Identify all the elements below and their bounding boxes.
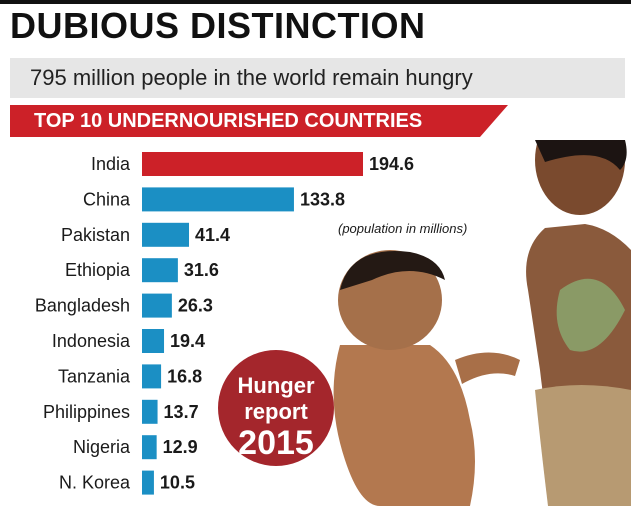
older-child-shorts	[535, 385, 631, 506]
bar	[142, 470, 154, 495]
category-label: Philippines	[43, 402, 130, 422]
children-photo-illustration	[333, 140, 631, 506]
value-label: 16.8	[167, 366, 202, 386]
younger-child-body	[333, 345, 475, 506]
value-label: 31.6	[184, 260, 219, 280]
bar	[142, 222, 190, 247]
category-label: Pakistan	[61, 225, 130, 245]
category-label: Nigeria	[73, 437, 131, 457]
badge-line-2: report	[244, 399, 308, 424]
younger-child-arm	[455, 352, 520, 384]
category-label: Tanzania	[58, 366, 131, 386]
value-label: 19.4	[170, 331, 205, 351]
bar	[142, 258, 178, 283]
category-label: India	[91, 154, 131, 174]
category-label: Indonesia	[52, 331, 131, 351]
headline: DUBIOUS DISTINCTION	[10, 5, 426, 46]
badge-circle	[218, 350, 334, 466]
category-label: China	[83, 189, 131, 209]
bar	[142, 364, 162, 389]
badge-line-1: Hunger	[238, 373, 315, 398]
bar	[142, 187, 294, 212]
bar	[142, 293, 172, 318]
value-label: 13.7	[164, 402, 199, 422]
bar	[142, 399, 158, 424]
category-label: N. Korea	[59, 473, 131, 493]
cloth	[556, 278, 625, 352]
value-label: 26.3	[178, 296, 213, 316]
value-label: 12.9	[163, 437, 198, 457]
category-label: Bangladesh	[35, 296, 130, 316]
older-child-hair	[535, 140, 627, 170]
younger-child-hair	[340, 251, 445, 290]
chart-title: TOP 10 UNDERNOURISHED COUNTRIES	[34, 110, 423, 132]
bar	[142, 152, 363, 176]
bars-layer: India 194.6 China 133.8 Pakistan 41.4 Ethiopia…	[35, 152, 414, 495]
subtitle: 795 million people in the world remain h…	[30, 65, 473, 90]
top-rule	[0, 0, 631, 4]
value-label: 194.6	[369, 154, 414, 174]
bar-chart: India 194.6 China 133.8 Pakistan 41.4 Ethiopia…	[35, 140, 631, 506]
older-child-head	[535, 140, 625, 215]
badge-line-3: 2015	[238, 424, 314, 462]
hunger-report-badge: Hunger report 2015	[218, 350, 334, 466]
value-label: 133.8	[300, 189, 345, 209]
bar	[142, 329, 165, 353]
banner-tail	[480, 105, 508, 137]
value-label: 41.4	[195, 225, 230, 245]
subtitle-bar: 795 million people in the world remain h…	[10, 58, 625, 98]
category-label: Ethiopia	[65, 260, 131, 280]
unit-note: (population in millions)	[338, 221, 467, 236]
value-label: 10.5	[160, 473, 195, 493]
chart-title-banner: TOP 10 UNDERNOURISHED COUNTRIES	[10, 105, 480, 137]
bar	[142, 435, 157, 460]
